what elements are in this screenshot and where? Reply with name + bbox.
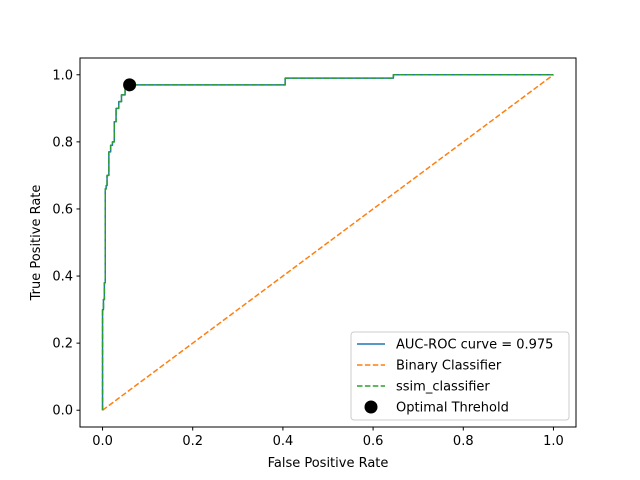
legend-label-2: ssim_classifier <box>396 380 490 395</box>
legend-label-1: Binary Classifier <box>396 359 502 374</box>
legend-box <box>350 331 570 421</box>
y-axis: 0.0 0.2 0.4 0.6 0.8 1.0 <box>52 68 80 419</box>
legend-marker-3 <box>364 400 378 414</box>
x-tick-label: 0.0 <box>92 434 113 449</box>
legend-label-0: AUC-ROC curve = 0.975 <box>396 338 553 353</box>
legend: AUC-ROC curve = 0.975 Binary Classifier ss… <box>350 331 570 421</box>
plot-frame <box>79 57 577 428</box>
y-tick-label: 0.4 <box>52 270 73 285</box>
legend-label-3: Optimal Threhold <box>396 401 509 416</box>
y-tick-label: 0.6 <box>52 202 73 217</box>
point-layer <box>123 78 137 92</box>
series-line-1 <box>102 74 554 411</box>
x-tick-label: 0.8 <box>453 434 474 449</box>
x-axis-label: False Positive Rate <box>268 456 389 471</box>
x-tick-label: 0.6 <box>363 434 384 449</box>
y-tick-label: 0.0 <box>52 404 73 419</box>
optimal-threshold-point <box>123 78 137 92</box>
x-axis: 0.0 0.2 0.4 0.6 0.8 1.0 <box>92 427 564 449</box>
x-tick-label: 0.4 <box>273 434 294 449</box>
y-axis-label: True Positive Rate <box>29 185 44 302</box>
x-tick-label: 0.2 <box>182 434 203 449</box>
x-tick-label: 1.0 <box>543 434 564 449</box>
y-tick-label: 0.8 <box>52 135 73 150</box>
y-tick-label: 1.0 <box>52 68 73 83</box>
y-tick-label: 0.2 <box>52 337 73 352</box>
